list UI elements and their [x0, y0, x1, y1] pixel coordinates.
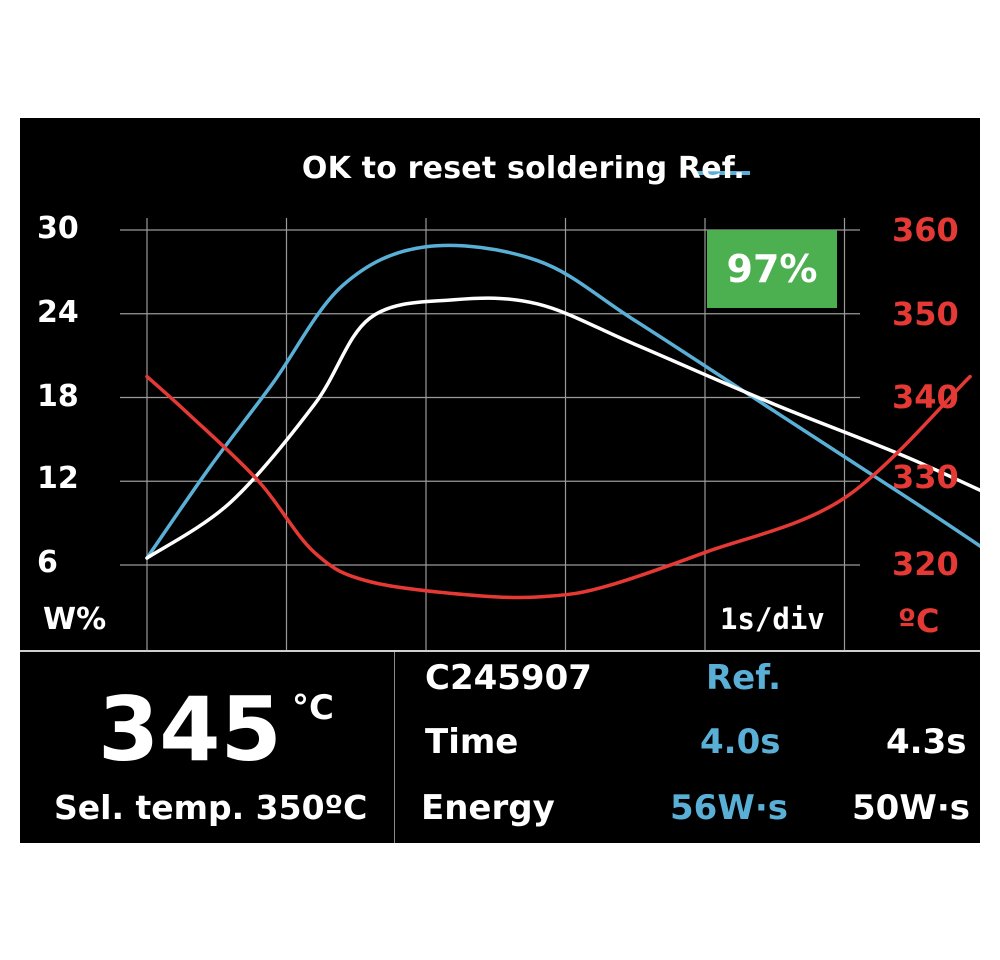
time-current-value: 4.3s	[886, 722, 967, 762]
panel-vertical-divider	[394, 652, 395, 843]
right-tick-340: 340	[892, 378, 959, 416]
right-tick-350: 350	[892, 295, 959, 333]
reference-power-line	[145, 243, 980, 560]
right-axis-label: ºC	[898, 602, 940, 640]
energy-ref-value: 56W·s	[670, 788, 788, 828]
time-ref-value: 4.0s	[700, 722, 781, 762]
temperature-line	[145, 374, 972, 600]
current-temperature: 345	[98, 678, 282, 781]
ref-header: Ref.	[706, 658, 782, 698]
left-tick-18: 18	[37, 379, 79, 414]
panel-divider	[20, 650, 980, 652]
left-tick-12: 12	[37, 461, 79, 496]
right-tick-320: 320	[892, 545, 959, 583]
selected-temperature: Sel. temp. 350ºC	[54, 788, 368, 827]
chart-title: OK to reset soldering Ref.	[301, 151, 745, 186]
left-tick-30: 30	[37, 211, 79, 246]
temperature-unit: °C	[292, 688, 334, 728]
left-tick-24: 24	[37, 295, 79, 330]
energy-current-value: 50W·s	[852, 788, 970, 828]
right-tick-330: 330	[892, 458, 959, 496]
tip-id: C245907	[425, 658, 592, 698]
time-scale-label: 1s/div	[720, 602, 825, 636]
station-screen: OK to reset soldering Ref. 97% 30 24 18 …	[20, 118, 980, 843]
power-temperature-chart	[120, 171, 980, 650]
left-tick-6: 6	[37, 545, 58, 580]
time-label: Time	[425, 722, 519, 762]
energy-label: Energy	[421, 788, 555, 828]
match-percent-badge: 97%	[707, 230, 837, 308]
current-power-line	[145, 296, 980, 560]
right-tick-360: 360	[892, 211, 959, 249]
left-axis-label: W%	[43, 602, 107, 637]
